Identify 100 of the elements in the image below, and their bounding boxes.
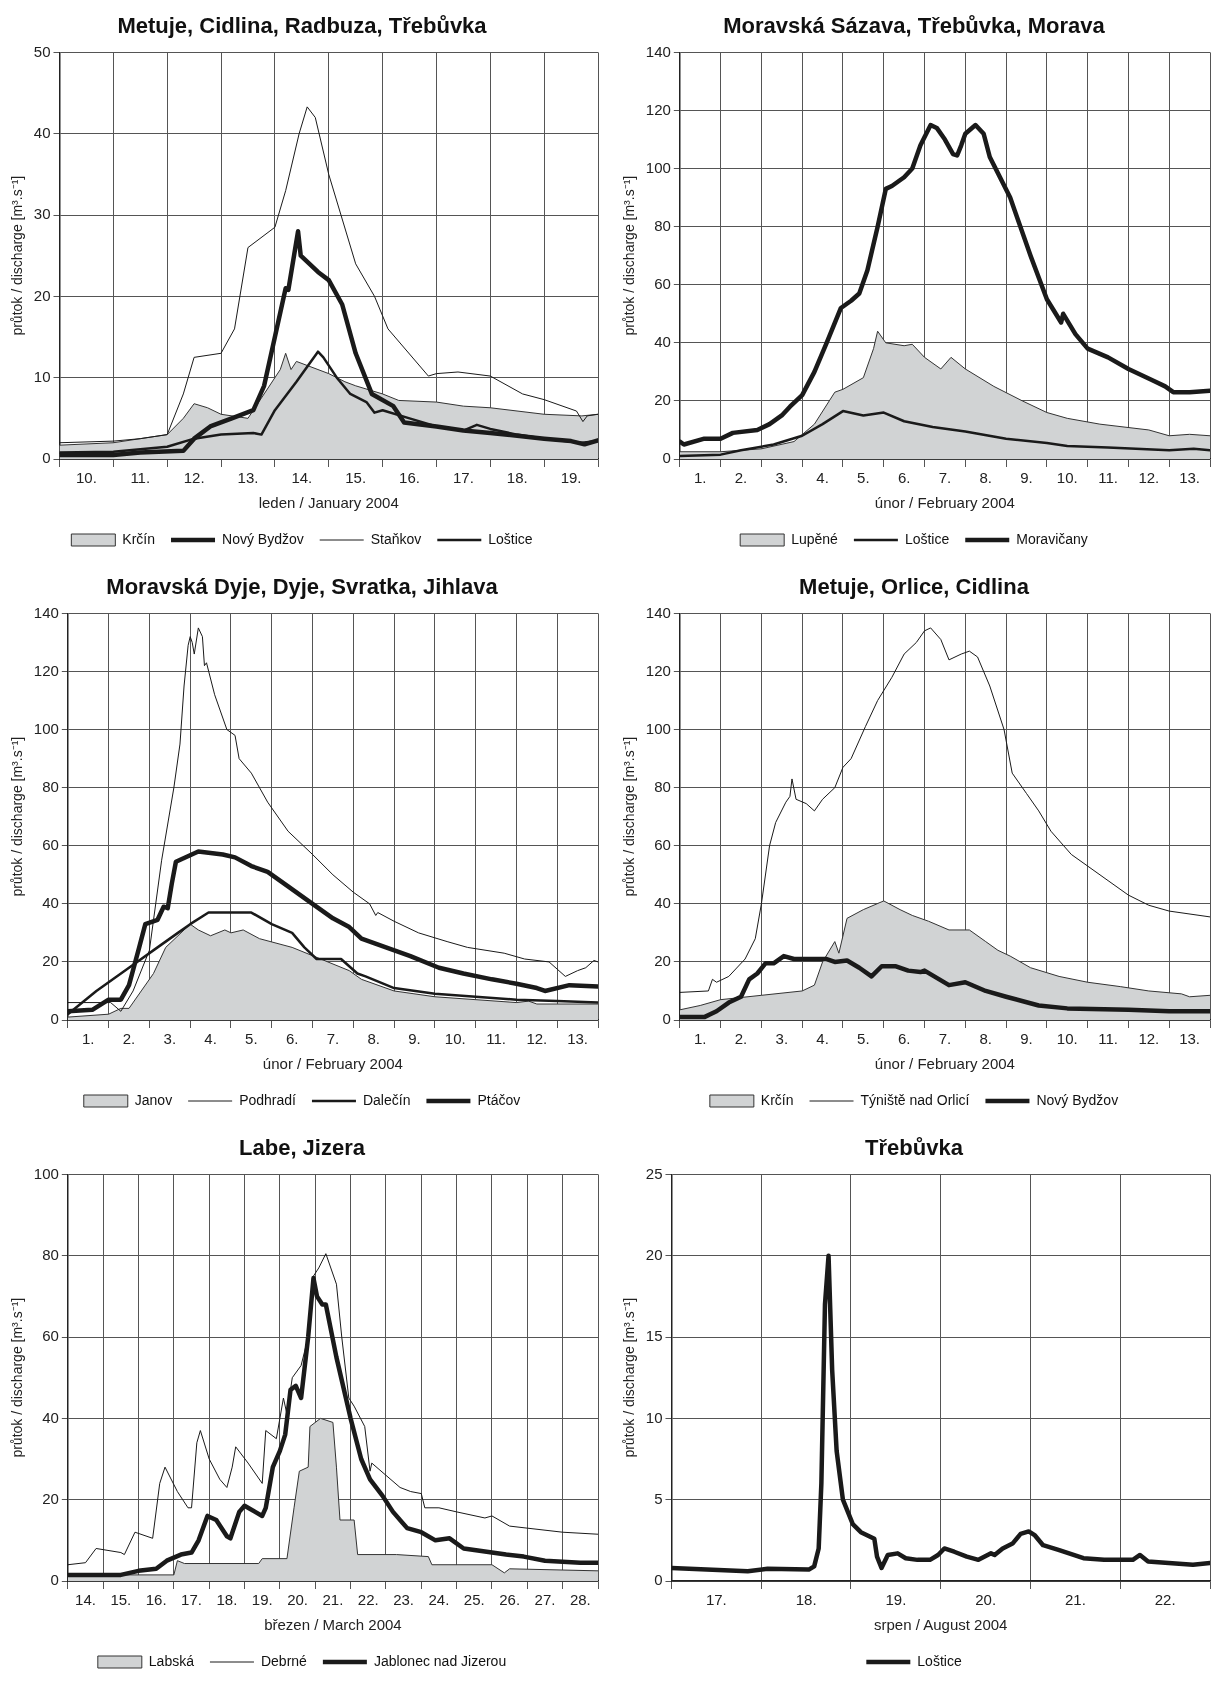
x-tick-label: 10. (75, 469, 97, 487)
y-tick-label: 50 (33, 42, 51, 60)
x-tick-label: 21. (1064, 1591, 1086, 1609)
y-tick-label: 40 (42, 893, 59, 911)
x-tick-label: 3. (775, 469, 789, 487)
x-tick-label: 28. (569, 1591, 591, 1609)
x-tick-label: 18. (506, 469, 528, 487)
legend-label: Janov (134, 1091, 173, 1108)
chart-title: Moravská Dyje, Dyje, Svratka, Jihlava (106, 574, 499, 600)
x-tick-label: 12. (1138, 469, 1160, 487)
y-axis-title: průtok / discharge [m³.s⁻¹] (9, 1297, 26, 1458)
x-tick-label: 6. (897, 469, 911, 487)
y-tick-label: 20 (42, 952, 59, 970)
x-tick-label: 17. (705, 1591, 727, 1609)
legend-label: Lupěné (791, 530, 839, 547)
x-tick-label: 3. (163, 1030, 177, 1048)
y-tick-label: 30 (33, 205, 51, 223)
x-tick-label: 25. (463, 1591, 485, 1609)
y-tick-label: 10 (33, 367, 51, 385)
y-tick-label: 25 (645, 1164, 663, 1182)
y-tick-label: 0 (662, 1010, 671, 1028)
x-tick-label: 15. (345, 469, 367, 487)
x-tick-label: 9. (1020, 1030, 1033, 1048)
x-tick-label: 2. (734, 1030, 748, 1048)
chart-title: Labe, Jizera (239, 1135, 366, 1161)
x-tick-label: 5. (857, 469, 870, 487)
x-tick-label: 15. (110, 1591, 132, 1609)
x-tick-label: 10. (1056, 1030, 1078, 1048)
y-tick-label: 80 (42, 1245, 59, 1263)
legend-label: Podhradí (239, 1091, 297, 1108)
y-tick-label: 20 (42, 1489, 59, 1507)
x-tick-label: 22. (357, 1591, 379, 1609)
x-tick-label: 8. (979, 1030, 992, 1048)
x-tick-label: 20. (975, 1591, 997, 1609)
y-tick-label: 140 (645, 42, 671, 60)
x-tick-label: 11. (1098, 1030, 1118, 1048)
x-tick-label: 12. (1138, 1030, 1160, 1048)
x-axis-title: březen / March 2004 (264, 1616, 402, 1634)
y-tick-label: 100 (33, 1164, 59, 1182)
y-axis-title: průtok / discharge [m³.s⁻¹] (621, 736, 638, 897)
legend-label: Loštice (488, 530, 533, 547)
x-tick-label: 17. (181, 1591, 202, 1609)
x-tick-label: 11. (1098, 469, 1118, 487)
x-tick-label: 20. (287, 1591, 308, 1609)
x-tick-label: 11. (130, 469, 151, 487)
x-tick-label: 7. (938, 469, 952, 487)
y-tick-label: 80 (654, 777, 671, 795)
x-tick-label: 13. (567, 1030, 589, 1048)
x-tick-label: 19. (560, 469, 582, 487)
x-tick-label: 8. (979, 469, 992, 487)
x-tick-label: 2. (122, 1030, 136, 1048)
x-tick-label: 24. (428, 1591, 450, 1609)
y-tick-label: 0 (662, 449, 671, 467)
y-axis-title: průtok / discharge [m³.s⁻¹] (621, 175, 638, 336)
x-tick-label: 2. (734, 469, 748, 487)
y-tick-label: 0 (50, 1571, 59, 1589)
x-tick-label: 6. (897, 1030, 911, 1048)
x-axis-title: únor / February 2004 (874, 1055, 1015, 1073)
x-tick-label: 10. (444, 1030, 466, 1048)
x-tick-label: 14. (75, 1591, 96, 1609)
y-axis-title: průtok / discharge [m³.s⁻¹] (9, 736, 26, 897)
x-tick-label: 23. (393, 1591, 415, 1609)
y-tick-label: 5 (654, 1489, 663, 1507)
y-tick-label: 60 (654, 835, 671, 853)
y-tick-label: 60 (654, 274, 671, 292)
legend-label: Krčín (122, 530, 156, 547)
x-tick-label: 13. (1179, 469, 1201, 487)
x-tick-label: 19. (251, 1591, 273, 1609)
chart-title: Moravská Sázava, Třebůvka, Morava (723, 13, 1106, 39)
x-axis-title: srpen / August 2004 (874, 1616, 1008, 1634)
x-tick-label: 17. (452, 469, 474, 487)
y-tick-label: 20 (645, 1245, 663, 1263)
y-axis-title: průtok / discharge [m³.s⁻¹] (621, 1297, 638, 1458)
y-tick-label: 20 (33, 286, 51, 304)
x-tick-label: 12. (183, 469, 205, 487)
y-tick-label: 0 (654, 1571, 663, 1589)
x-tick-label: 5. (857, 1030, 870, 1048)
x-tick-label: 4. (816, 469, 829, 487)
x-tick-label: 13. (1179, 1030, 1201, 1048)
legend-label: Nový Bydžov (1036, 1091, 1119, 1108)
x-tick-label: 22. (1154, 1591, 1176, 1609)
x-tick-label: 4. (204, 1030, 217, 1048)
y-tick-label: 40 (33, 123, 51, 141)
y-tick-label: 140 (33, 603, 59, 621)
x-tick-label: 9. (408, 1030, 421, 1048)
y-tick-label: 40 (42, 1408, 59, 1426)
x-tick-label: 27. (534, 1591, 556, 1609)
legend-label: Debrné (260, 1652, 308, 1669)
x-tick-label: 9. (1020, 469, 1033, 487)
x-tick-label: 6. (285, 1030, 299, 1048)
legend-label: Staňkov (370, 530, 422, 547)
x-tick-label: 19. (885, 1591, 907, 1609)
y-tick-label: 0 (50, 1010, 59, 1028)
y-tick-label: 120 (645, 100, 671, 118)
x-tick-label: 1. (693, 1030, 707, 1048)
x-tick-label: 4. (816, 1030, 829, 1048)
y-tick-label: 40 (654, 332, 671, 350)
x-tick-label: 14. (291, 469, 313, 487)
x-tick-label: 7. (326, 1030, 340, 1048)
x-axis-title: únor / February 2004 (262, 1055, 403, 1073)
